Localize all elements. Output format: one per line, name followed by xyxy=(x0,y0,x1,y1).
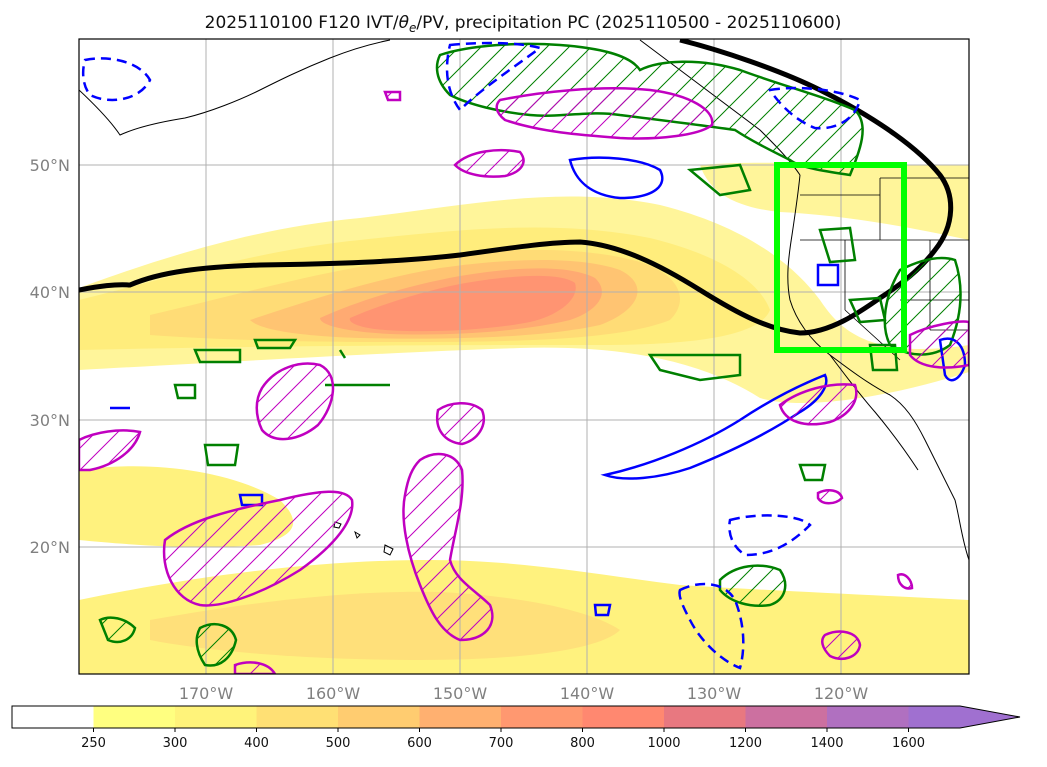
lat-tick-label: 40°N xyxy=(30,283,70,302)
colorbar-segment xyxy=(12,706,94,728)
green-inland-cluster xyxy=(818,226,899,372)
lon-tick-label: 140°W xyxy=(560,684,615,703)
pv-central-trough xyxy=(402,452,494,642)
colorbar-segment xyxy=(175,706,257,728)
lon-tick-label: 170°W xyxy=(179,684,234,703)
pv-west-30n xyxy=(79,429,142,472)
colorbar-segment xyxy=(582,706,665,728)
ivt-southern-band-inner xyxy=(150,591,620,660)
pv-165w xyxy=(255,362,335,441)
colorbar-segment xyxy=(256,706,339,728)
colorbar-tick-label: 1600 xyxy=(892,736,925,751)
alaska-coast xyxy=(79,39,391,136)
colorbar-segment xyxy=(745,706,828,728)
blue-dashed-south xyxy=(678,514,812,670)
pv-south-small xyxy=(233,90,914,674)
blue-dashed-nw xyxy=(81,57,152,102)
blue-solid-1 xyxy=(568,156,664,200)
colorbar-tick-label: 400 xyxy=(244,736,269,751)
pv-sw-trough xyxy=(162,490,354,607)
pv-coast xyxy=(778,383,858,426)
colorbar-tick-label: 300 xyxy=(163,736,188,751)
lat-tick-labels: 50°N 40°N 30°N 20°N xyxy=(30,156,70,557)
lon-tick-label: 160°W xyxy=(306,684,361,703)
region-highlight-box xyxy=(774,162,907,353)
colorbar-segment xyxy=(338,706,420,728)
colorbar-tick-label: 500 xyxy=(326,736,351,751)
ivt-filled-field xyxy=(79,162,969,674)
blue-dashed-ne xyxy=(767,86,862,130)
colorbar-tick-label: 800 xyxy=(570,736,595,751)
colorbar-segment xyxy=(419,706,502,728)
colorbar-tick-label: 250 xyxy=(81,736,106,751)
colorbar-segment xyxy=(93,706,176,728)
lat-tick-label: 30°N xyxy=(30,411,70,430)
green-region-south xyxy=(718,564,787,607)
colorbar-extend-arrow xyxy=(908,706,1020,728)
pv-150w xyxy=(453,149,525,178)
lat-tick-label: 50°N xyxy=(30,156,70,175)
colorbar: 250 300 400 500 600 700 800 1000 1200 1400 1600 xyxy=(11,705,1021,751)
colorbar-tick-label: 600 xyxy=(407,736,432,751)
lon-tick-label: 150°W xyxy=(433,684,488,703)
lon-tick-label: 120°W xyxy=(814,684,869,703)
green-small-1 xyxy=(173,163,827,482)
pv-contours xyxy=(79,87,969,674)
colorbar-outline xyxy=(11,705,1021,729)
blue-dashed-north xyxy=(445,41,543,112)
colorbar-segment xyxy=(664,706,746,728)
colorbar-tick-label: 1200 xyxy=(729,736,762,751)
pv-150w-30n xyxy=(435,402,485,446)
theta-e-contour xyxy=(79,39,954,336)
ivt-band-700 xyxy=(349,275,576,332)
colorbar-segment xyxy=(827,706,909,728)
colorbar-tick-label: 1000 xyxy=(647,736,680,751)
figure-title: 2025110100 F120 IVT/θe/PV, precipitation… xyxy=(205,13,842,35)
baja-coast xyxy=(829,354,919,471)
colorbar-segment xyxy=(501,706,583,728)
us-west-coast xyxy=(787,174,969,561)
map-frame xyxy=(78,38,970,675)
lon-tick-labels: 170°W 160°W 150°W 140°W 130°W 120°W xyxy=(179,684,869,703)
map-panel xyxy=(79,39,969,674)
colorbar-tick-label: 700 xyxy=(489,736,514,751)
lat-tick-label: 20°N xyxy=(30,538,70,557)
pv-north xyxy=(495,87,714,140)
lon-tick-label: 130°W xyxy=(687,684,742,703)
green-region-sw xyxy=(98,616,238,667)
colorbar-tick-label: 1400 xyxy=(810,736,843,751)
